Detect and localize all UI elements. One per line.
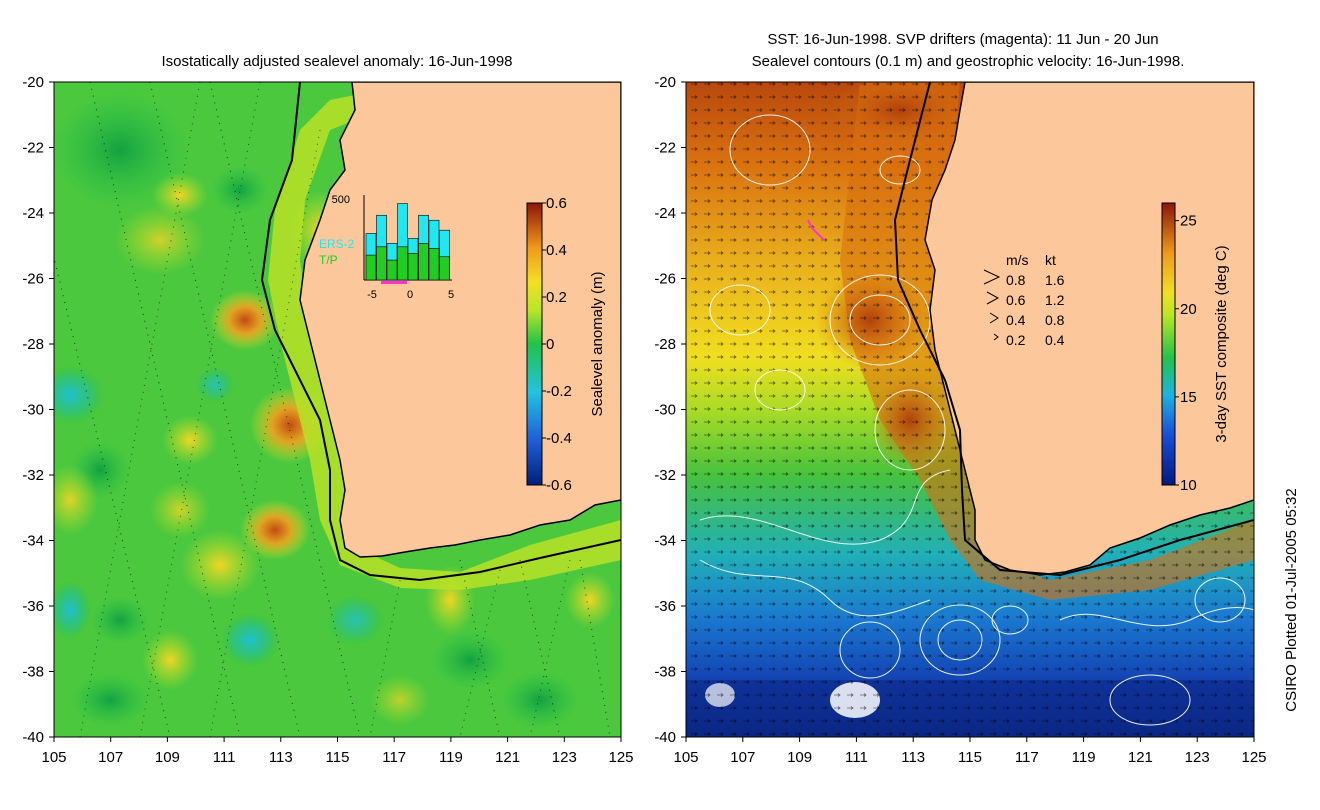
velocity-legend-kt: 1.2 [1045, 292, 1065, 308]
lat-tick-label: -38 [22, 664, 44, 681]
inset-bars [365, 203, 450, 281]
lon-tick-label: 113 [901, 749, 925, 766]
velocity-legend-ms: 0.2 [1006, 332, 1026, 348]
svp-drifter-track [807, 219, 825, 241]
credit-text: CSIRO Plotted 01-Jul-2005 05:32 [1283, 488, 1300, 711]
left-panel-title: Isostatically adjusted sealevel anomaly:… [161, 53, 512, 70]
velocity-legend-ms: 0.6 [1006, 292, 1026, 308]
lon-tick-label: 125 [608, 749, 633, 766]
lat-tick-label: -32 [654, 467, 676, 484]
lat-tick-label: -28 [22, 336, 44, 353]
sst-colorbar-label: 3-day SST composite (deg C) [1213, 245, 1230, 442]
lon-tick-label: 111 [845, 749, 868, 766]
lon-tick-label: 105 [673, 749, 698, 766]
velocity-legend-ms: 0.8 [1006, 272, 1026, 288]
sla-colorbar-tick-label: -0.4 [546, 430, 572, 447]
sst-colorbar-tick-label: 25 [1180, 213, 1197, 230]
lat-tick-label: -30 [22, 402, 44, 419]
lat-tick-label: -28 [654, 336, 676, 353]
lat-tick-label: -26 [22, 271, 44, 288]
sst-colorbar-tick-label: 15 [1180, 389, 1197, 406]
lon-tick-label: 119 [1072, 749, 1096, 766]
australia-landmass-right [924, 82, 1254, 576]
sst-colorbar: 25 20 15 10 3-day SST composite (deg C) [1161, 202, 1230, 494]
lon-tick-label: 107 [98, 749, 123, 766]
velocity-legend-kt: 1.6 [1045, 272, 1065, 288]
inset-bar-tp [418, 243, 429, 281]
lon-tick-label: 121 [495, 749, 520, 766]
inset-x-tick: -5 [367, 289, 377, 301]
lon-tick-label: 125 [1241, 749, 1266, 766]
inset-time-window [381, 281, 407, 284]
lon-tick-label: 109 [787, 749, 812, 766]
velocity-legend-kt: 0.8 [1045, 312, 1065, 328]
lon-tick-label: 109 [155, 749, 180, 766]
lon-tick-label: 107 [730, 749, 755, 766]
velocity-legend-ms: 0.4 [1006, 312, 1026, 328]
sla-colorbar-tick-label: 0.6 [546, 195, 567, 212]
lat-tick-label: -22 [22, 140, 44, 157]
lon-tick-label: 105 [41, 749, 66, 766]
lat-tick-label: -22 [654, 140, 676, 157]
lon-tick-label: 121 [1128, 749, 1153, 766]
australia-landmass [299, 82, 621, 558]
left-axes: -20 -22 -24 -26 -28 -30 -32 -34 -36 -38 -40 105 107 1… [22, 74, 633, 766]
inset-x-tick: 5 [448, 289, 454, 301]
lon-tick-label: 115 [326, 749, 350, 766]
lon-tick-label: 117 [382, 749, 406, 766]
sla-colorbar-label: Sealevel anomaly (m) [589, 271, 606, 416]
inset-bar-tp [439, 256, 450, 281]
sealevel-contours [699, 114, 1254, 726]
lon-tick-label: 119 [439, 749, 463, 766]
lat-tick-label: -30 [654, 402, 676, 419]
inset-x-tick: 0 [407, 289, 413, 301]
sla-colorbar-tick-label: 0 [546, 336, 554, 353]
lat-tick-label: -34 [654, 533, 676, 550]
lat-tick-label: -40 [654, 729, 676, 746]
inset-legend-ers2: ERS-2 [319, 237, 355, 251]
velocity-legend-header-kt: kt [1045, 252, 1056, 268]
sst-colorbar-tick-label: 10 [1180, 477, 1197, 494]
velocity-legend-header-ms: m/s [1006, 252, 1029, 268]
altimeter-data-inset: 500 ERS-2 T/P -5 0 5 [319, 194, 454, 301]
sst-map: m/s kt 0.8 1.6 0.6 1.2 0.4 0.8 0.2 0.4 [686, 82, 1254, 737]
lon-tick-label: 123 [1185, 749, 1210, 766]
inset-bar-tp [407, 253, 419, 281]
lon-tick-label: 117 [1015, 749, 1039, 766]
lat-tick-label: -20 [22, 74, 44, 91]
right-panel-title-line2: Sealevel contours (0.1 m) and geostrophi… [752, 53, 1185, 70]
inset-bar-tp [365, 254, 377, 281]
lat-tick-label: -20 [654, 74, 676, 91]
sla-colorbar-tick-label: -0.2 [546, 383, 572, 400]
sst-colorbar-tick-label: 20 [1180, 301, 1197, 318]
inset-bar-tp [428, 248, 440, 281]
lon-tick-label: 113 [269, 749, 293, 766]
lon-tick-label: 111 [213, 749, 236, 766]
inset-y-label: 500 [332, 194, 350, 206]
inset-legend-tp: T/P [319, 253, 338, 267]
sla-colorbar-tick-label: 0.4 [546, 242, 567, 259]
velocity-scale-legend: m/s kt 0.8 1.6 0.6 1.2 0.4 0.8 0.2 0.4 [983, 252, 1065, 348]
inset-bar-tp [386, 259, 398, 281]
lat-tick-label: -32 [22, 467, 44, 484]
lat-tick-label: -38 [654, 664, 676, 681]
lat-tick-label: -34 [22, 533, 44, 550]
lat-tick-label: -24 [22, 205, 44, 222]
lon-tick-label: 115 [958, 749, 982, 766]
lon-tick-label: 123 [552, 749, 577, 766]
sla-colorbar-tick-label: 0.2 [546, 289, 567, 306]
lat-tick-label: -40 [22, 729, 44, 746]
right-axes: -20 -22 -24 -26 -28 -30 -32 -34 -36 -38 -40 105 107 1… [654, 74, 1266, 766]
sla-colorbar: 0.6 0.4 0.2 0 -0.2 -0.4 -0.6 Sealevel anomaly … [526, 195, 606, 494]
lat-tick-label: -24 [654, 205, 676, 222]
inset-bar-tp [376, 246, 387, 281]
lat-tick-label: -36 [22, 598, 44, 615]
inset-bar-tp [397, 246, 408, 281]
lat-tick-label: -26 [654, 271, 676, 288]
lat-tick-label: -36 [654, 598, 676, 615]
right-panel-title-line1: SST: 16-Jun-1998. SVP drifters (magenta)… [767, 31, 1158, 48]
sla-colorbar-tick-label: -0.6 [546, 477, 572, 494]
velocity-legend-kt: 0.4 [1045, 332, 1065, 348]
